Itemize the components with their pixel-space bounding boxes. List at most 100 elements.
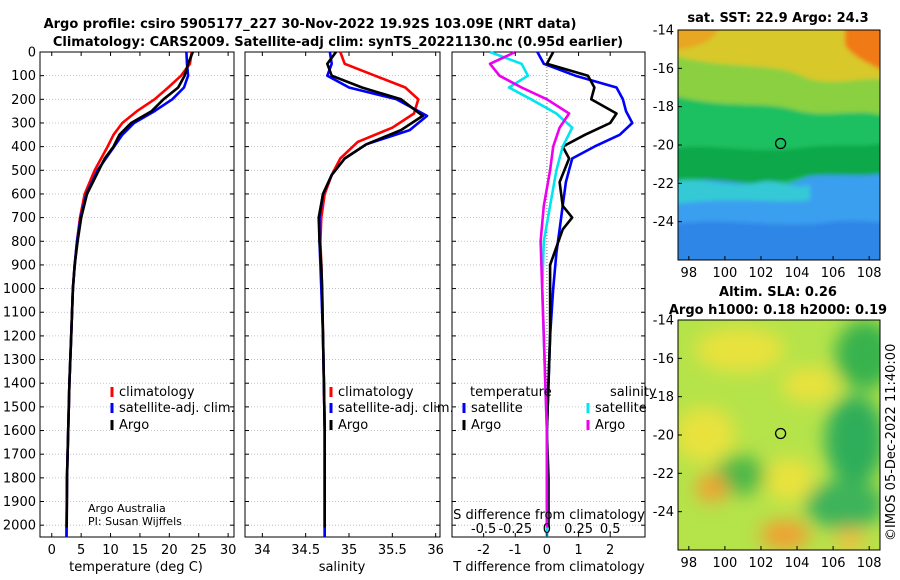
legend-temperature-title: temperature <box>470 385 552 400</box>
series-line <box>319 51 420 537</box>
y-tick-label: 600 <box>11 187 36 202</box>
legend-s-argo-label: Argo <box>595 418 625 433</box>
x-tick-label: -2 <box>477 543 490 558</box>
y-tick-label: 100 <box>11 69 36 84</box>
y-tick-label: 1400 <box>3 377 36 392</box>
x-tick-label: 102 <box>749 266 774 281</box>
temperature-legend: climatology satellite-adj. clim. Argo <box>110 385 235 433</box>
x-tick-label: 5 <box>77 543 85 558</box>
series-line <box>488 50 571 528</box>
x-tick-label: 20 <box>161 543 178 558</box>
salinity-axis-label: salinity <box>319 560 366 575</box>
x-tick-label: 0 <box>543 543 551 558</box>
y-tick-label: -18 <box>653 390 674 405</box>
y-tick-label: -22 <box>653 177 674 192</box>
legend-satellite-label: satellite-adj. clim. <box>338 401 454 416</box>
y-tick-label: -16 <box>653 62 674 77</box>
sla-map <box>678 320 880 550</box>
sla-blob <box>805 480 880 530</box>
series-line <box>317 51 425 528</box>
y-tick-label: -18 <box>653 100 674 115</box>
y-tick-label: -20 <box>653 429 674 444</box>
sst-float-marker <box>774 137 787 150</box>
sla-blob <box>760 520 810 550</box>
sla-blob <box>835 320 880 390</box>
y-tick-label: 1600 <box>3 424 36 439</box>
sst-hottest-patch <box>845 30 880 70</box>
x-tick-label: 34.5 <box>291 543 320 558</box>
y-tick-label: 1900 <box>3 495 36 510</box>
x-tick-label: 104 <box>785 556 810 571</box>
y-tick-label: 1500 <box>3 400 36 415</box>
credit-line-2: PI: Susan Wijffels <box>88 515 182 528</box>
series-line <box>545 51 618 528</box>
x-tick-label: 106 <box>821 556 846 571</box>
legend-salinity-title: salinity <box>610 385 657 400</box>
y-tick-label: -14 <box>653 24 674 39</box>
x2-tick-label: -0.25 <box>498 522 532 537</box>
sla-float-marker <box>774 427 787 440</box>
salinity-legend: climatology satellite-adj. clim. Argo <box>329 385 454 433</box>
series-line <box>489 50 574 537</box>
x2-tick-label: 0.5 <box>600 522 621 537</box>
salinity-panel: 34 34.5 35 35.5 36 <box>245 51 444 558</box>
x-tick-label: 100 <box>712 556 737 571</box>
sla-blob <box>678 407 735 463</box>
legend-satellite-label: satellite-adj. clim. <box>119 401 235 416</box>
y-tick-label: 200 <box>11 93 36 108</box>
x-tick-label: 25 <box>190 543 207 558</box>
x-tick-label: 98 <box>681 266 698 281</box>
legend-climatology-label: climatology <box>119 385 195 400</box>
x-tick-label: -1 <box>509 543 522 558</box>
legend-t-satellite-label: satellite <box>471 401 523 416</box>
difference-panel-frame <box>451 51 646 538</box>
y-tick-label: 400 <box>11 140 36 155</box>
legend-argo-label: Argo <box>119 418 149 433</box>
legend-s-satellite-label: satellite <box>595 401 647 416</box>
temperature-panel: 0 5 10 15 20 25 300100200300400500600700800900… <box>3 46 236 559</box>
sst-map-axes: 98 100 102 104 106 108 -14 -16 -18 -20 -22 -24 <box>653 24 882 282</box>
y-tick-label: 1800 <box>3 471 36 486</box>
title-line-2: Climatology: CARS2009. Satellite-adj cli… <box>53 35 623 50</box>
series-line <box>536 51 634 537</box>
y-tick-label: 1200 <box>3 329 36 344</box>
x2-tick-label: 0 <box>543 522 551 537</box>
title-line-1: Argo profile: csiro 5905177_227 30-Nov-2… <box>44 17 577 32</box>
y-tick-label: 800 <box>11 235 36 250</box>
y-tick-label: 0 <box>28 46 36 61</box>
y-tick-label: 1700 <box>3 448 36 463</box>
x-tick-label: 2 <box>606 543 614 558</box>
sla-map-axes: 98 100 102 104 106 108 -14 -16 -18 -20 -22 -24 <box>653 314 882 572</box>
x-tick-label: 108 <box>857 556 882 571</box>
x2-tick-label: -0.5 <box>471 522 496 537</box>
sst-map <box>678 30 880 260</box>
y-tick-label: 700 <box>11 211 36 226</box>
sst-cool-band <box>678 220 880 260</box>
x-tick-label: 36 <box>427 543 444 558</box>
s-difference-axis-label: S difference from climatology <box>453 508 645 523</box>
x-tick-label: 104 <box>785 266 810 281</box>
series-line <box>65 51 195 528</box>
y-tick-label: 2000 <box>3 519 36 534</box>
x-tick-label: 30 <box>220 543 237 558</box>
y-tick-label: -20 <box>653 139 674 154</box>
series-line <box>65 51 190 538</box>
legend-t-argo-label: Argo <box>471 418 501 433</box>
temperature-axis-label: temperature (deg C) <box>69 560 203 575</box>
sla-blob <box>765 458 815 502</box>
sst-hot-band <box>678 30 880 82</box>
sla-blob <box>696 474 728 502</box>
sst-mid-band <box>678 143 880 184</box>
x-tick-label: 0 <box>48 543 56 558</box>
salinity-panel-frame <box>244 51 441 538</box>
y-tick-label: -22 <box>653 467 674 482</box>
y-tick-label: 1300 <box>3 353 36 368</box>
difference-legend: temperature salinity satellite Argo sate… <box>462 385 657 433</box>
y-tick-label: 1000 <box>3 282 36 297</box>
y-tick-label: -16 <box>653 352 674 367</box>
sla-blob <box>695 328 785 372</box>
sla-blob <box>825 395 880 485</box>
imos-watermark: ©IMOS 05-Dec-2022 11:40:00 <box>884 344 899 541</box>
sla-blob <box>835 528 865 550</box>
temperature-panel-frame <box>39 51 235 538</box>
